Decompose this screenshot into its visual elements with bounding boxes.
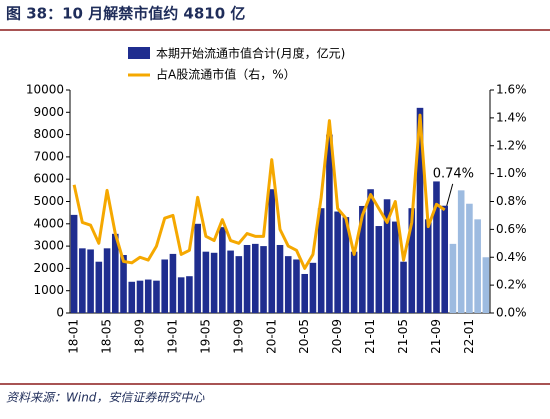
bar xyxy=(79,248,86,313)
y2-tick-label: 0.2% xyxy=(496,278,527,292)
bar xyxy=(136,280,144,313)
bar xyxy=(350,251,358,313)
bar xyxy=(466,203,473,313)
y-tick-label: 10000 xyxy=(26,83,64,97)
bar xyxy=(392,221,399,313)
x-tick-label: 20-01 xyxy=(264,319,278,354)
bar xyxy=(252,243,259,313)
x-tick-label: 21-01 xyxy=(363,319,377,354)
bar xyxy=(301,273,308,313)
y-tick-label: 4000 xyxy=(33,216,64,230)
source: 资料来源：Wind，安信证券研究中心 xyxy=(6,391,205,405)
y-tick-label: 5000 xyxy=(33,194,64,208)
bar xyxy=(482,257,490,313)
bar xyxy=(284,256,292,313)
x-tick-label: 20-05 xyxy=(297,319,311,354)
bar xyxy=(293,259,300,313)
bar xyxy=(70,214,78,313)
bar xyxy=(243,244,251,313)
bar xyxy=(474,219,481,313)
bar xyxy=(441,205,448,313)
y2-tick-label: 1.4% xyxy=(496,110,527,124)
y2-tick-label: 1.6% xyxy=(496,83,527,97)
y2-tick-label: 0.6% xyxy=(496,222,527,236)
bar xyxy=(186,276,193,313)
annotation: 0.74% xyxy=(433,166,474,181)
y-tick-label: 9000 xyxy=(33,105,64,119)
bar xyxy=(128,281,136,313)
annotation-arrow xyxy=(446,183,454,206)
bar xyxy=(367,189,374,313)
y-tick-label: 8000 xyxy=(33,127,64,141)
bar xyxy=(342,217,350,313)
bar xyxy=(144,279,152,313)
y-tick-label: 0 xyxy=(56,306,64,320)
bar xyxy=(317,208,325,313)
bar xyxy=(120,255,127,313)
bar xyxy=(210,252,218,313)
bar xyxy=(161,259,168,313)
x-tick-label: 18-01 xyxy=(67,319,81,354)
bar xyxy=(375,226,383,313)
bar xyxy=(408,208,416,313)
x-tick-label: 19-05 xyxy=(198,319,212,354)
y-tick-label: 1000 xyxy=(33,283,64,297)
bar xyxy=(260,246,267,313)
bar xyxy=(227,250,234,313)
bar xyxy=(383,199,391,313)
bar xyxy=(103,248,111,313)
bar xyxy=(153,280,160,313)
bar xyxy=(424,219,432,313)
bar xyxy=(169,253,177,313)
x-tick-label: 19-09 xyxy=(231,319,245,354)
legend-label: 占A股流通市值（右，%） xyxy=(156,67,296,82)
y2-tick-label: 1.0% xyxy=(496,166,527,180)
chart-title: 图 38：10 月解禁市值约 4810 亿 xyxy=(6,5,245,23)
y-tick-label: 6000 xyxy=(33,172,64,186)
bar xyxy=(202,251,210,313)
x-tick-label: 19-01 xyxy=(165,319,179,354)
bar xyxy=(95,261,103,313)
bar xyxy=(87,249,94,313)
y2-tick-label: 0.0% xyxy=(496,306,527,320)
x-tick-label: 22-01 xyxy=(462,319,476,354)
x-tick-label: 18-05 xyxy=(100,319,114,354)
y-tick-label: 2000 xyxy=(33,261,64,275)
legend-label: 本期开始流通市值合计(月度，亿元) xyxy=(156,46,345,61)
y-tick-label: 3000 xyxy=(33,239,64,253)
bar xyxy=(449,243,457,313)
bar xyxy=(457,190,465,313)
bar xyxy=(177,277,185,313)
y2-tick-label: 0.8% xyxy=(496,194,527,208)
x-tick-label: 20-09 xyxy=(330,319,344,354)
x-tick-label: 21-09 xyxy=(429,319,443,354)
y2-tick-label: 1.2% xyxy=(496,138,527,152)
y2-tick-label: 0.4% xyxy=(496,250,527,264)
bar xyxy=(334,211,341,313)
bar xyxy=(416,107,424,313)
bar xyxy=(219,227,226,313)
bar xyxy=(400,261,407,313)
bar xyxy=(268,189,276,313)
x-tick-label: 18-09 xyxy=(133,319,147,354)
bar xyxy=(326,134,333,313)
line xyxy=(72,113,446,270)
bar xyxy=(359,205,366,313)
bar xyxy=(194,223,201,313)
bar xyxy=(309,262,317,313)
x-tick-label: 21-05 xyxy=(396,319,410,354)
y-tick-label: 7000 xyxy=(33,149,64,163)
bar xyxy=(276,244,284,313)
bar xyxy=(433,181,440,313)
legend-swatch xyxy=(128,47,150,59)
bar xyxy=(112,233,119,313)
bar xyxy=(235,256,243,313)
